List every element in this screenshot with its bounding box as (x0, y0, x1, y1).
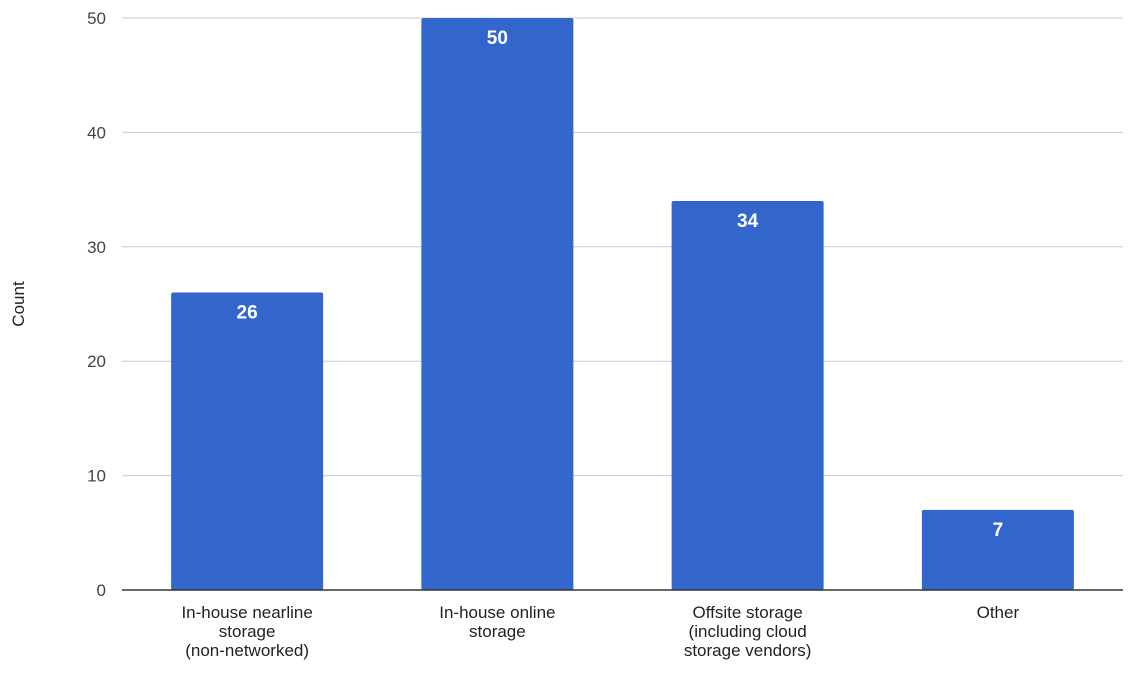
bar-value-label: 7 (993, 520, 1004, 541)
y-tick-label: 20 (87, 352, 106, 371)
bar (171, 292, 324, 590)
bar-value-label: 34 (737, 211, 759, 232)
bar (421, 18, 574, 590)
x-category-label: Other (977, 603, 1020, 622)
y-tick-label: 0 (97, 581, 106, 600)
x-category-label-line: In-house nearline (181, 603, 312, 622)
x-axis-categories: In-house nearline storage (non-networked)I… (181, 603, 1019, 660)
x-category-label-line: In-house online (439, 603, 555, 622)
y-axis-title: Count (9, 281, 28, 327)
x-category-label-line: storage (469, 622, 526, 641)
x-category-label: Offsite storage (including cloud storage v… (684, 603, 812, 660)
y-tick-label: 50 (87, 9, 106, 28)
y-tick-label: 40 (87, 123, 106, 142)
y-tick-label: 10 (87, 467, 106, 486)
x-category-label-line: storage (219, 622, 276, 641)
x-category-label-line: storage vendors) (684, 641, 812, 660)
y-axis-ticks: 0 10 20 30 40 50 (87, 9, 106, 600)
bar-value-label: 26 (237, 303, 258, 324)
x-category-label-line: (non-networked) (185, 641, 309, 660)
x-category-label: In-house nearline storage (non-networked) (181, 603, 312, 660)
bar (921, 509, 1074, 590)
x-category-label: In-house online storage (439, 603, 555, 641)
y-tick-label: 30 (87, 238, 106, 257)
bar (671, 201, 824, 591)
x-category-label-line: Offsite storage (693, 603, 803, 622)
x-category-label-line: Other (977, 603, 1020, 622)
bars (171, 18, 1074, 591)
bar-value-label: 50 (487, 28, 508, 49)
data-labels: 26 50 34 7 (237, 28, 1004, 541)
x-category-label-line: (including cloud (689, 622, 807, 641)
